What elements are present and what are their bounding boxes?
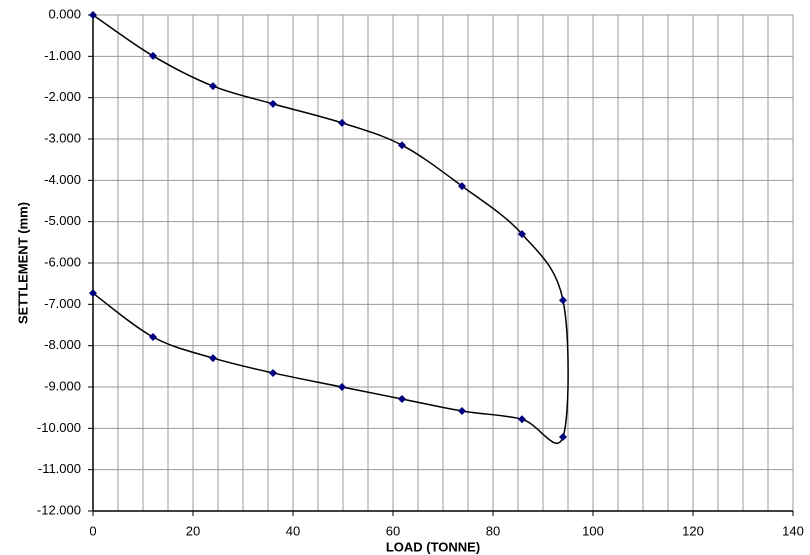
data-point [559, 296, 567, 305]
data-point [518, 415, 526, 424]
x-tick-label: 80 [486, 523, 500, 538]
data-point [209, 354, 217, 363]
data-point [209, 82, 217, 91]
data-point [398, 394, 406, 403]
y-tick-label: -12.000 [37, 502, 81, 517]
y-axis-title: SETTLEMENT (mm) [15, 202, 30, 324]
y-tick-label: -11.000 [38, 461, 81, 476]
y-tick-label: -4.000 [44, 172, 81, 187]
data-line [92, 14, 569, 445]
data-point [269, 99, 277, 108]
data-point [149, 332, 157, 341]
x-tick-label: 40 [286, 523, 300, 538]
data-point [398, 141, 406, 150]
data-point [338, 383, 346, 391]
data-point [89, 11, 97, 19]
data-point [458, 406, 466, 415]
y-tick-label: -6.000 [44, 254, 81, 269]
data-point [89, 289, 97, 298]
data-point [269, 368, 277, 377]
y-tick-label: 0.000 [48, 6, 81, 21]
y-tick-label: -9.000 [44, 378, 81, 393]
y-tick-label: -2.000 [44, 89, 81, 104]
x-tick-label: 120 [682, 523, 704, 538]
data-point [338, 118, 346, 127]
x-tick-label: 20 [186, 523, 200, 538]
y-tick-label: -5.000 [44, 213, 81, 228]
data-point [518, 230, 526, 239]
y-tick-label: -10.000 [37, 420, 81, 435]
x-tick-label: 0 [89, 523, 96, 538]
data-point [149, 51, 157, 60]
x-tick-label: 60 [386, 523, 400, 538]
y-tick-label: -3.000 [44, 130, 81, 145]
x-tick-label: 100 [582, 523, 604, 538]
y-tick-label: -7.000 [44, 296, 81, 311]
x-axis-title: LOAD (TONNE) [386, 539, 480, 554]
data-point [559, 433, 567, 442]
data-point [458, 182, 466, 191]
y-tick-label: -8.000 [44, 337, 81, 352]
x-tick-label: 140 [782, 523, 804, 538]
y-tick-label: -1.000 [44, 48, 81, 63]
